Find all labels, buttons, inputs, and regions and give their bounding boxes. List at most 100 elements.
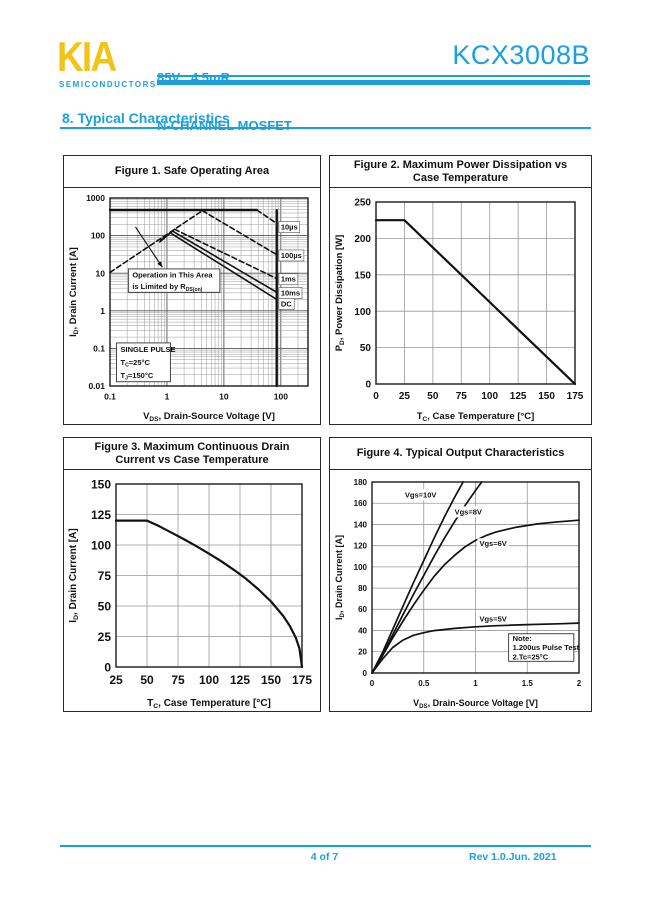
- svg-text:100: 100: [91, 538, 111, 552]
- svg-text:100: 100: [354, 307, 371, 318]
- part-number: KCX3008B: [452, 40, 590, 70]
- svg-text:0.1: 0.1: [93, 343, 105, 353]
- svg-text:10: 10: [219, 392, 229, 402]
- header-rule-thin: [157, 75, 590, 77]
- section-title-underline: [60, 127, 591, 129]
- svg-text:100: 100: [274, 392, 288, 402]
- svg-text:100: 100: [91, 231, 105, 241]
- svg-text:10ms: 10ms: [281, 289, 300, 298]
- section-title: 8. Typical Characteristics: [62, 110, 230, 126]
- svg-text:Vgs=10V: Vgs=10V: [405, 490, 436, 499]
- svg-text:0: 0: [370, 679, 375, 688]
- svg-text:75: 75: [456, 391, 468, 402]
- svg-text:2: 2: [577, 679, 582, 688]
- svg-text:0.01: 0.01: [88, 381, 105, 391]
- revision-label: Rev 1.0.Jun. 2021: [469, 851, 557, 863]
- svg-text:1ms: 1ms: [281, 275, 296, 284]
- svg-text:2.Tc=25°C: 2.Tc=25°C: [513, 652, 549, 661]
- figure-3-title: Figure 3. Maximum Continuous Drain Curre…: [64, 438, 320, 470]
- svg-text:SINGLE PULSE: SINGLE PULSE: [120, 345, 175, 354]
- svg-text:40: 40: [358, 626, 367, 635]
- svg-text:TC, Case Temperature [°C]: TC, Case Temperature [°C]: [417, 411, 535, 423]
- svg-text:0.1: 0.1: [104, 392, 116, 402]
- figure-3-chart: 25 50 75 100 125 150 175 0 25 50 75 100 125 150 TC, Ca…: [64, 470, 320, 711]
- svg-text:0: 0: [373, 391, 379, 402]
- svg-text:50: 50: [360, 343, 372, 354]
- svg-text:120: 120: [354, 542, 368, 551]
- svg-text:Vgs=8V: Vgs=8V: [455, 507, 482, 516]
- svg-text:ID, Drain Current [A]: ID, Drain Current [A]: [334, 535, 346, 620]
- svg-text:50: 50: [427, 391, 439, 402]
- figure-4-panel: Figure 4. Typical Output Characteristics…: [329, 437, 592, 712]
- svg-text:ID, Drain Current [A]: ID, Drain Current [A]: [68, 528, 80, 622]
- svg-text:100: 100: [199, 673, 219, 687]
- svg-text:150: 150: [91, 477, 111, 491]
- header-rule-thick: [157, 80, 590, 85]
- svg-text:25: 25: [98, 630, 112, 644]
- svg-text:175: 175: [567, 391, 584, 402]
- svg-text:25: 25: [399, 391, 411, 402]
- kia-logo-subtext: SEMICONDUCTORS: [59, 80, 157, 89]
- kia-logo: KIA: [57, 33, 117, 80]
- svg-text:50: 50: [98, 599, 112, 613]
- svg-text:200: 200: [354, 234, 371, 245]
- figure-2-title: Figure 2. Maximum Power Dissipation vs C…: [330, 156, 591, 188]
- svg-text:is Limited by RDS(on): is Limited by RDS(on): [132, 282, 202, 293]
- figure-1-title: Figure 1. Safe Operating Area: [64, 156, 320, 188]
- page-number: 4 of 7: [310, 851, 339, 863]
- svg-text:175: 175: [292, 673, 312, 687]
- svg-text:125: 125: [230, 673, 250, 687]
- svg-text:1: 1: [473, 679, 478, 688]
- figure-2-chart: 0 25 50 75 100 125 150 175 0 50 100 150 200 250 TC, Ca…: [330, 188, 591, 424]
- figure-2-panel: Figure 2. Maximum Power Dissipation vs C…: [329, 155, 592, 425]
- device-spec-type: N-CHANNEL MOSFET: [157, 118, 292, 133]
- svg-text:Vgs=5V: Vgs=5V: [479, 615, 506, 624]
- svg-text:25: 25: [109, 673, 123, 687]
- svg-text:1.200us Pulse Test: 1.200us Pulse Test: [513, 643, 580, 652]
- svg-text:0.5: 0.5: [418, 679, 430, 688]
- svg-text:100: 100: [354, 563, 368, 572]
- svg-text:75: 75: [98, 569, 112, 583]
- svg-text:180: 180: [354, 478, 368, 487]
- svg-text:1: 1: [100, 306, 105, 316]
- svg-text:20: 20: [358, 648, 367, 657]
- figure-3-panel: Figure 3. Maximum Continuous Drain Curre…: [63, 437, 321, 712]
- svg-text:0: 0: [365, 380, 371, 391]
- svg-text:ID, Drain Current [A]: ID, Drain Current [A]: [68, 247, 80, 337]
- svg-text:1000: 1000: [86, 193, 105, 203]
- svg-text:125: 125: [91, 508, 111, 522]
- svg-text:150: 150: [538, 391, 555, 402]
- svg-text:125: 125: [510, 391, 527, 402]
- svg-text:60: 60: [358, 605, 367, 614]
- svg-text:250: 250: [354, 198, 371, 209]
- svg-text:150: 150: [354, 270, 371, 281]
- svg-text:150: 150: [261, 673, 281, 687]
- svg-text:Note:: Note:: [513, 634, 532, 643]
- footer-rule: [60, 845, 591, 847]
- figure-4-chart: 0 0.5 1 1.5 2 0 20 40 60 80 100 120 140 160 180 VDS, Dr…: [330, 470, 591, 711]
- svg-text:TJ=150°C: TJ=150°C: [120, 371, 153, 382]
- figure-1-chart: 0.1 1 10 100 0.01 0.1 1 10 100 1000 VDS, Drain-Sou…: [64, 188, 320, 424]
- svg-text:0: 0: [363, 669, 368, 678]
- svg-text:140: 140: [354, 520, 368, 529]
- svg-text:TC=25°C: TC=25°C: [120, 358, 150, 369]
- svg-text:DC: DC: [281, 299, 292, 308]
- svg-text:0: 0: [104, 660, 111, 674]
- svg-text:1: 1: [165, 392, 170, 402]
- svg-text:VDS, Drain-Source Voltage [V]: VDS, Drain-Source Voltage [V]: [413, 698, 538, 710]
- svg-text:Vgs=6V: Vgs=6V: [479, 539, 506, 548]
- svg-text:100: 100: [481, 391, 498, 402]
- svg-text:160: 160: [354, 499, 368, 508]
- figure-1-panel: Figure 1. Safe Operating Area 0.1 1 10 100 0…: [63, 155, 321, 425]
- svg-text:10µs: 10µs: [281, 223, 298, 232]
- svg-text:VDS, Drain-Source Voltage [V]: VDS, Drain-Source Voltage [V]: [143, 411, 275, 423]
- device-spec: 85V 4.5mR N-CHANNEL MOSFET: [157, 38, 292, 166]
- svg-text:80: 80: [358, 584, 367, 593]
- svg-text:75: 75: [171, 673, 185, 687]
- svg-text:100µs: 100µs: [281, 251, 302, 260]
- svg-text:50: 50: [140, 673, 154, 687]
- svg-text:TC, Case Temperature [°C]: TC, Case Temperature [°C]: [147, 698, 271, 710]
- figure-4-title: Figure 4. Typical Output Characteristics: [330, 438, 591, 470]
- svg-text:Operation in This Area: Operation in This Area: [132, 270, 213, 279]
